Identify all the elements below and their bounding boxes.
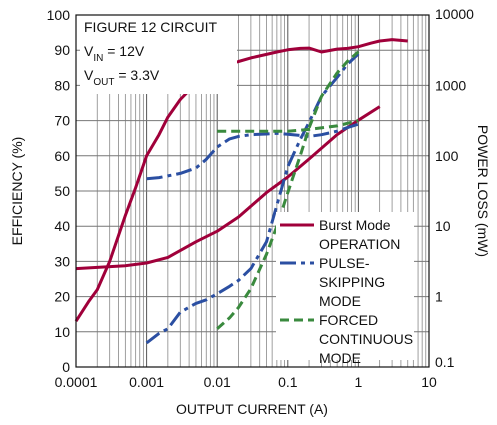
- legend-background: [276, 212, 414, 360]
- x-tick-label: 0.0001: [55, 374, 98, 390]
- legend-label-3: FORCED: [319, 312, 378, 328]
- y-tick-label: 20: [54, 289, 70, 305]
- y-tick-label: 70: [54, 113, 70, 129]
- y-tick-label: 60: [54, 148, 70, 164]
- y-tick-label: 10: [54, 324, 70, 340]
- legend-label-2: PULSE-: [319, 255, 370, 271]
- legend-label-2: MODE: [319, 293, 361, 309]
- x-axis-title: OUTPUT CURRENT (A): [176, 401, 328, 417]
- annotation-line-1: FIGURE 12 CIRCUIT: [84, 19, 217, 35]
- series-layer: [74, 38, 408, 345]
- y2-axis-title: POWER LOSS (mW): [475, 125, 491, 257]
- y2-tick-label: 1: [435, 289, 443, 305]
- y-tick-label: 0: [62, 359, 70, 375]
- legend: Burst Mode OPERATION PULSE- SKIPPING MODE FOR…: [276, 212, 414, 366]
- y-tick-label: 30: [54, 253, 70, 269]
- x-tick-label: 10: [421, 374, 437, 390]
- y-tick-label: 40: [54, 218, 70, 234]
- y-tick-label: 100: [47, 7, 71, 23]
- y-tick-label: 90: [54, 42, 70, 58]
- y2-tick-label: 1000: [435, 77, 466, 93]
- annotation-background: [80, 14, 237, 94]
- y-tick-label: 50: [54, 183, 70, 199]
- annotation-line-2: VIN = 12V: [84, 43, 145, 64]
- series-efficiency-line-1: [74, 38, 408, 323]
- x-tick-label: 0.01: [204, 374, 231, 390]
- y2-tick-label: 10000: [435, 6, 474, 22]
- series-power-loss-line-3: [216, 50, 360, 330]
- series-efficiency-line-3: [217, 119, 359, 133]
- legend-label-2: SKIPPING: [319, 274, 385, 290]
- figure-annotation: FIGURE 12 CIRCUIT VIN = 12V VOUT = 3.3V: [80, 14, 237, 94]
- y-tick-label: 80: [54, 77, 70, 93]
- series-power-loss-line-2: [145, 52, 360, 345]
- series-power-loss-line-1: [75, 105, 381, 271]
- y-axis-title: EFFICIENCY (%): [9, 137, 25, 246]
- x-tick-label: 1: [355, 374, 363, 390]
- tick-layer: 0.0001 0.001 0.01 0.1 1 100102030405060708090…: [47, 6, 475, 390]
- y2-tick-label: 10: [435, 218, 451, 234]
- y2-tick-label: 0.1: [435, 354, 455, 370]
- y2-tick-label: 100: [435, 148, 459, 164]
- legend-label-3: MODE: [319, 350, 361, 366]
- x-tick-label: 0.1: [278, 374, 298, 390]
- x-tick-label: 0.001: [129, 374, 164, 390]
- plot-frame: [75, 14, 430, 368]
- legend-label-3: CONTINUOUS: [319, 331, 413, 347]
- series-efficiency-line-2: [146, 122, 359, 181]
- legend-label-1: OPERATION: [319, 236, 400, 252]
- legend-label-1: Burst Mode: [319, 217, 391, 233]
- annotation-line-3: VOUT = 3.3V: [84, 67, 160, 88]
